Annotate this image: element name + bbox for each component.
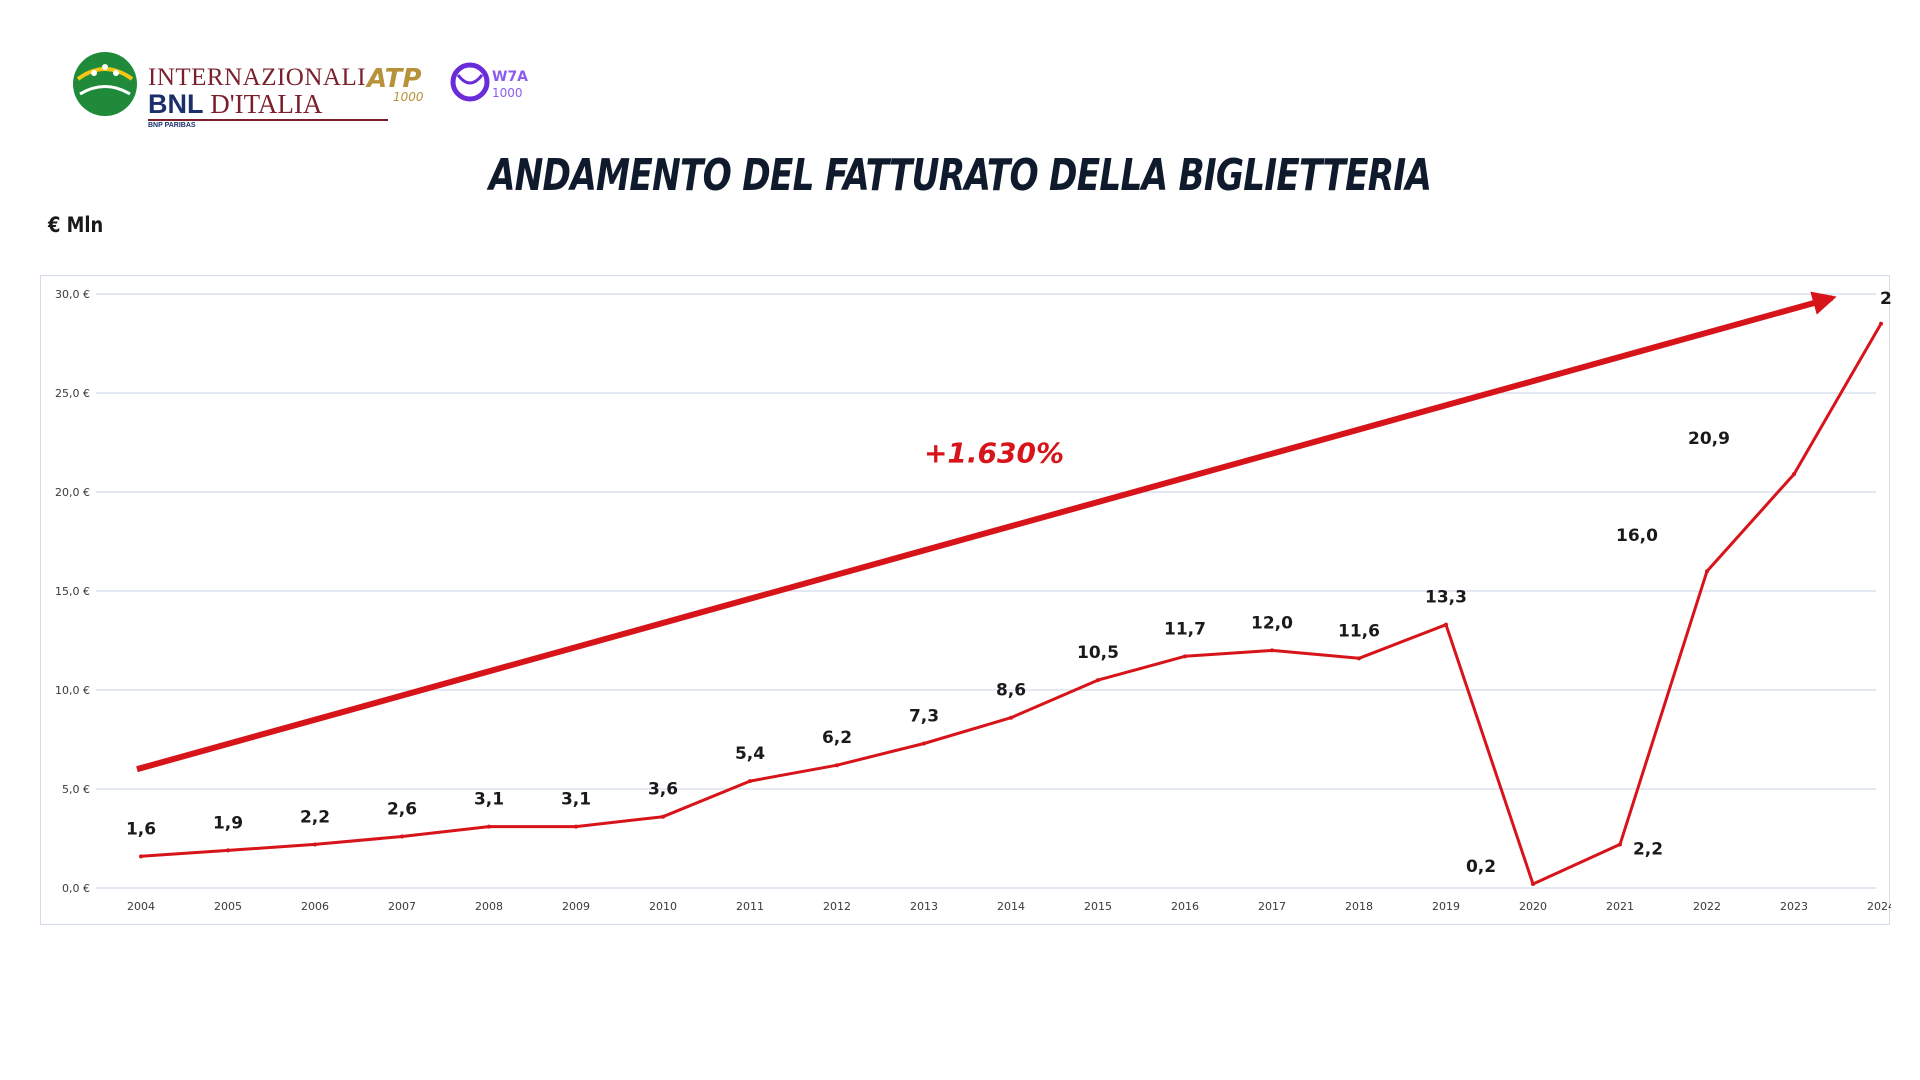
logo-line1: INTERNAZIONALI [148,64,367,91]
wta-1000-logo-icon: W7A 1000 [450,62,528,102]
data-label: 2,2 [300,807,330,827]
data-label: 1,9 [213,813,243,833]
logo-line2: BNL D'ITALIA [148,91,322,118]
revenue-line-chart: 0,0 € 5,0 € 10,0 € 15,0 € 20,0 € 25,0 € 30,0 €… [55,288,1891,913]
x-tick-label: 2024 [1867,900,1891,913]
x-tick-label: 2016 [1171,900,1199,913]
x-tick-label: 2011 [736,900,764,913]
trend-arrow [136,291,1837,773]
x-tick-label: 2017 [1258,900,1286,913]
x-tick-label: 2008 [475,900,503,913]
x-tick-label: 2005 [214,900,242,913]
chart-frame: 0,0 € 5,0 € 10,0 € 15,0 € 20,0 € 25,0 € 30,0 €… [40,275,1891,925]
x-tick-label: 2010 [649,900,677,913]
data-point [835,763,839,768]
data-point [748,779,752,784]
data-point [1444,622,1448,627]
data-point [487,824,491,829]
data-label: 6,2 [822,728,852,748]
data-point [661,814,665,819]
data-label: 2,2 [1633,839,1663,859]
data-point [1792,472,1796,477]
atp-1000-logo-icon: ATP 1000 [365,64,424,104]
data-label: 5,4 [735,744,765,764]
x-tick-label: 2023 [1780,900,1808,913]
data-point [1531,882,1535,887]
data-point [226,848,230,853]
x-tick-label: 2021 [1606,900,1634,913]
data-label: 11,7 [1164,619,1206,639]
x-tick-label: 2022 [1693,900,1721,913]
data-point [1096,678,1100,683]
x-tick-label: 2009 [562,900,590,913]
data-label: 10,5 [1077,643,1119,663]
logo-line3: BNP PARIBAS [148,122,196,129]
trend-annotation: +1.630% [924,436,1064,469]
data-label: 3,1 [474,790,504,810]
data-point [139,854,143,859]
x-tick-label: 2006 [301,900,329,913]
unit-label: € Mln [48,213,104,237]
data-label: 2,6 [387,800,417,820]
data-label: 28,5 [1880,289,1891,309]
svg-text:ATP: ATP [365,64,421,94]
y-tick-label: 15,0 € [55,585,90,598]
data-point [1618,842,1622,847]
y-tick-label: 30,0 € [55,288,90,301]
data-label: 11,6 [1338,621,1380,641]
svg-text:1000: 1000 [393,90,424,104]
y-tick-label: 25,0 € [55,387,90,400]
x-tick-label: 2012 [823,900,851,913]
data-label: 8,6 [996,681,1026,701]
page-title: ANDAMENTO DEL FATTURATO DELLA BIGLIETTER… [488,150,1432,201]
data-point [1879,321,1883,326]
data-point [1357,656,1361,661]
x-tick-label: 2020 [1519,900,1547,913]
x-tick-label: 2018 [1345,900,1373,913]
svg-text:W7A: W7A [492,69,528,85]
data-label: 20,9 [1688,429,1730,449]
y-tick-label: 5,0 € [62,783,90,796]
data-label: 0,2 [1466,857,1496,877]
logo-line2-bnl: BNL [148,89,204,119]
data-point [574,824,578,829]
data-point [922,741,926,746]
data-point [1705,569,1709,574]
x-tick-label: 2013 [910,900,938,913]
data-label: 7,3 [909,706,939,726]
data-label: 3,6 [648,780,678,800]
x-tick-label: 2014 [997,900,1025,913]
x-tick-label: 2004 [127,900,155,913]
data-point [400,834,404,839]
logo-line2-ditalia: D'ITALIA [203,89,323,119]
y-tick-label: 10,0 € [55,684,90,697]
y-tick-label: 20,0 € [55,486,90,499]
data-label: 1,6 [126,819,156,839]
logo-underline [148,119,388,121]
x-tick-label: 2019 [1432,900,1460,913]
data-point [1009,715,1013,720]
svg-text:1000: 1000 [492,86,523,100]
data-label: 12,0 [1251,613,1293,633]
data-point [1183,654,1187,659]
logo: INTERNAZIONALI BNL D'ITALIA BNP PARIBAS … [70,45,570,129]
data-label: 3,1 [561,790,591,810]
x-tick-label: 2015 [1084,900,1112,913]
data-label: 16,0 [1616,526,1658,546]
data-point [313,842,317,847]
data-label: 13,3 [1425,588,1467,608]
data-point [1270,648,1274,653]
tournament-emblem-icon [73,52,137,116]
y-tick-label: 0,0 € [62,882,90,895]
x-tick-label: 2007 [388,900,416,913]
